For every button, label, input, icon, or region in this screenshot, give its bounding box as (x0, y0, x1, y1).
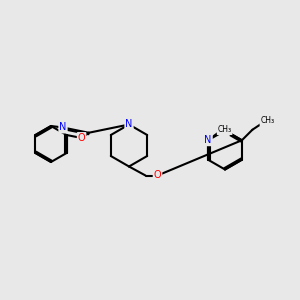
Text: N: N (59, 122, 67, 133)
Text: O: O (78, 133, 86, 143)
Text: N: N (204, 135, 212, 145)
Text: N: N (125, 119, 133, 130)
Text: O: O (154, 170, 161, 181)
Text: N: N (221, 125, 229, 136)
Text: CH₃: CH₃ (260, 116, 274, 125)
Text: CH₃: CH₃ (218, 125, 232, 134)
